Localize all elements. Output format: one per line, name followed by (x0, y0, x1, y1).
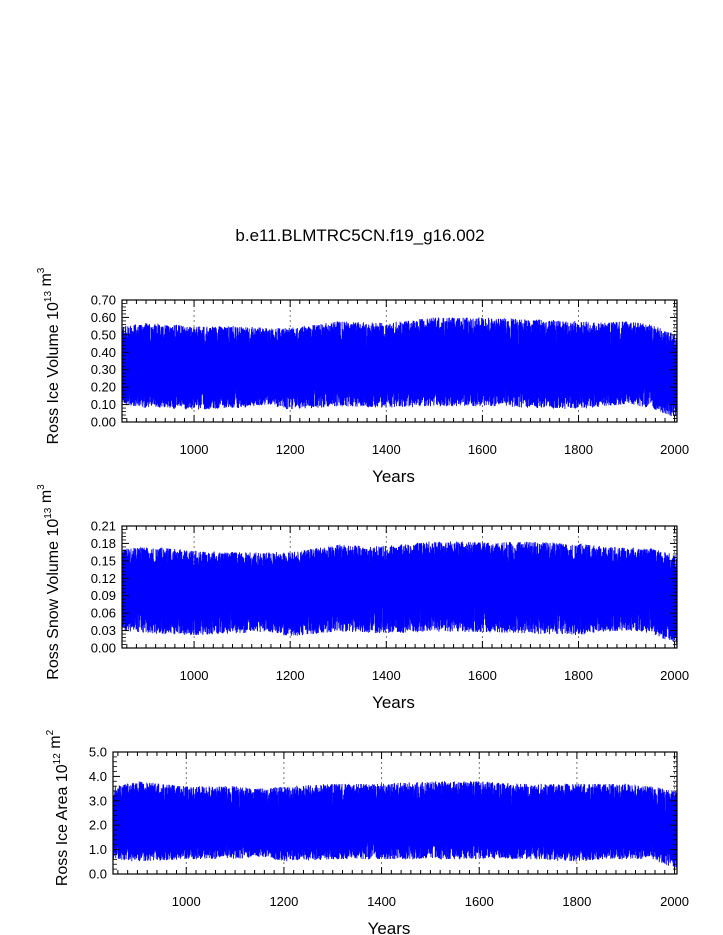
chart-title: b.e11.BLMTRC5CN.f19_g16.002 (235, 226, 484, 245)
y-axis-label-superscript: 3 (36, 484, 47, 490)
chart-panel-2: 1000 1200 1400 1600 1800 2000 0.00 0.03 0.06 0.09… (36, 484, 689, 712)
y-tick-label: 0.60 (91, 310, 116, 325)
series-line-3 (112, 781, 678, 869)
y-tick-label: 0.30 (91, 362, 116, 377)
y-tick-label: 3.0 (89, 793, 107, 808)
x-tick-label: 1600 (468, 668, 497, 683)
series-line-1 (121, 317, 678, 417)
y-axis-label-text: Ross Snow Volume 10 (45, 519, 62, 680)
plot-frame (112, 751, 678, 875)
y-axis-label-superscript: 13 (43, 507, 54, 519)
y-tick-label: 0.10 (91, 397, 116, 412)
y-tick-label: 4.0 (89, 769, 107, 784)
y-tick-label: 0.70 (91, 293, 116, 308)
y-tick-label: 0.09 (91, 588, 116, 603)
y-tick-label: 0.20 (91, 380, 116, 395)
y-axis-label-text: Ross Ice Volume 10 (45, 302, 62, 444)
y-tick-label: 0.03 (91, 623, 116, 638)
y-axis-label-superscript: 12 (52, 753, 63, 765)
x-tick-label: 1800 (564, 442, 593, 457)
series-line-2 (121, 541, 678, 644)
x-axis-label: Years (368, 919, 411, 935)
chart-panel-1: 1000 1200 1400 1600 1800 2000 0.00 0.10 0.20 0.30… (36, 267, 689, 486)
x-axis-label: Years (372, 467, 415, 486)
plot-frame (121, 299, 678, 423)
x-tick-label: 1200 (276, 668, 305, 683)
y-axis-label-superscript: 2 (45, 729, 56, 735)
x-tick-label: 1600 (465, 894, 494, 909)
y-tick-label: 5.0 (89, 745, 107, 760)
y-tick-label: 0.15 (91, 553, 116, 568)
y-tick-label: 0.21 (91, 519, 116, 534)
x-tick-label: 2000 (660, 894, 689, 909)
y-axis-label-text: m (38, 273, 55, 291)
y-axis-label-superscript: 13 (43, 291, 54, 303)
y-tick-label: 2.0 (89, 818, 107, 833)
panels-container: 1000 1200 1400 1600 1800 2000 0.00 0.10 0.20 0.30… (36, 267, 689, 935)
y-tick-label: 0.06 (91, 606, 116, 621)
y-tick-label: 0.40 (91, 345, 116, 360)
y-axis-label: Ross Snow Volume 1013 m3 (36, 484, 62, 680)
y-axis-label-superscript: 3 (36, 267, 47, 273)
y-tick-label: 1.0 (89, 842, 107, 857)
x-tick-label: 1400 (367, 894, 396, 909)
y-axis-label-text: Ross Ice Area 10 (54, 764, 71, 886)
x-tick-label: 1000 (172, 894, 201, 909)
x-tick-label: 1600 (468, 442, 497, 457)
x-tick-label: 1000 (180, 442, 209, 457)
y-axis-label-text: m (47, 735, 64, 753)
chart-panel-3: 1000 1200 1400 1600 1800 2000 0.0 1.0 2.0 3.0 4.0 5… (45, 729, 689, 935)
y-axis-label-text: m (38, 490, 55, 508)
x-axis-label: Years (372, 693, 415, 712)
plot-frame (121, 525, 678, 649)
y-tick-label: 0.00 (91, 415, 116, 430)
y-tick-label: 0.00 (91, 641, 116, 656)
x-tick-label: 1800 (564, 668, 593, 683)
x-tick-label: 1000 (180, 668, 209, 683)
y-tick-label: 0.0 (89, 867, 107, 882)
x-tick-label: 1200 (269, 894, 298, 909)
x-tick-label: 1400 (372, 442, 401, 457)
x-tick-label: 2000 (660, 442, 689, 457)
x-tick-label: 1200 (276, 442, 305, 457)
y-tick-label: 0.50 (91, 327, 116, 342)
y-axis-label: Ross Ice Volume 1013 m3 (36, 267, 62, 444)
y-tick-label: 0.12 (91, 571, 116, 586)
y-tick-label: 0.18 (91, 536, 116, 551)
x-tick-label: 2000 (660, 668, 689, 683)
x-tick-label: 1800 (562, 894, 591, 909)
x-tick-label: 1400 (372, 668, 401, 683)
y-axis-label: Ross Ice Area 1012 m2 (45, 729, 71, 886)
